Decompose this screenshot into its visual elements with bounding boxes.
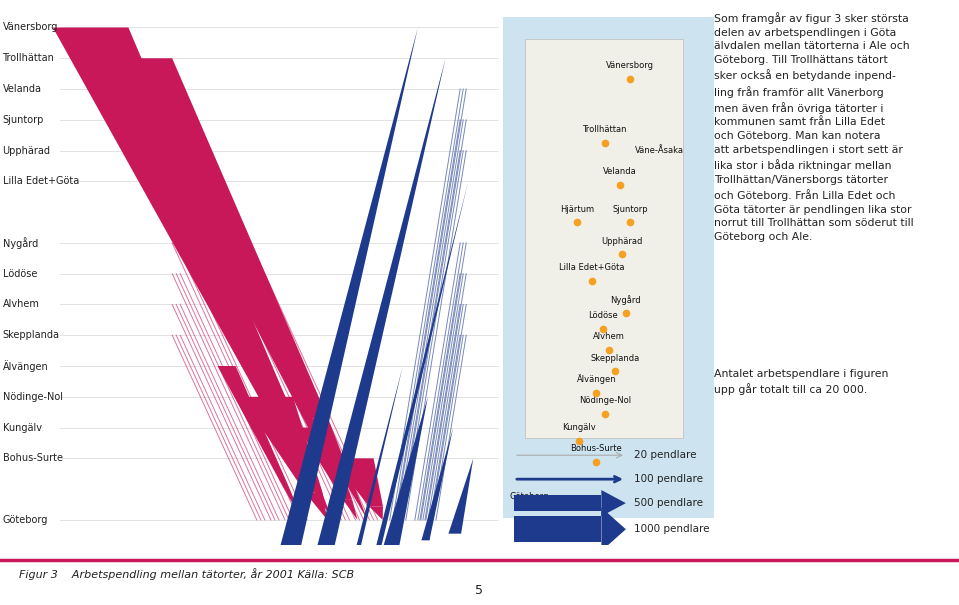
Polygon shape <box>449 459 474 534</box>
Polygon shape <box>514 516 601 542</box>
Polygon shape <box>180 182 324 445</box>
Text: Upphärad: Upphärad <box>601 237 643 246</box>
Text: Älvängen: Älvängen <box>576 374 616 384</box>
Polygon shape <box>514 495 601 511</box>
Text: 100 pendlare: 100 pendlare <box>634 474 703 484</box>
Text: Göteborg: Göteborg <box>509 492 549 501</box>
Text: Som framgår av figur 3 sker största
delen av arbetspendlingen i Göta
älvdalen me: Som framgår av figur 3 sker största dele… <box>714 12 914 242</box>
Text: Nygård: Nygård <box>611 295 642 304</box>
Polygon shape <box>317 445 358 520</box>
Text: Lödöse: Lödöse <box>588 311 618 320</box>
Polygon shape <box>369 506 383 520</box>
Text: Nygård: Nygård <box>3 237 37 249</box>
Text: 20 pendlare: 20 pendlare <box>634 450 697 460</box>
Text: Vänersborg: Vänersborg <box>3 22 58 33</box>
Text: Sjuntorp: Sjuntorp <box>3 115 44 125</box>
Text: Lilla Edet+Göta: Lilla Edet+Göta <box>3 177 79 186</box>
Text: Kungälv: Kungälv <box>563 423 596 432</box>
Polygon shape <box>449 520 461 534</box>
Polygon shape <box>384 520 399 547</box>
Polygon shape <box>355 520 365 554</box>
Polygon shape <box>259 520 297 605</box>
Polygon shape <box>363 182 468 594</box>
Polygon shape <box>308 418 367 520</box>
Polygon shape <box>601 508 626 551</box>
Polygon shape <box>267 411 333 520</box>
Polygon shape <box>297 58 446 605</box>
Polygon shape <box>259 27 418 605</box>
Text: Trollhättan: Trollhättan <box>3 53 55 64</box>
Text: Skepplanda: Skepplanda <box>591 354 640 362</box>
Text: 1000 pendlare: 1000 pendlare <box>634 525 710 534</box>
Text: Göteborg: Göteborg <box>3 515 48 525</box>
Text: Velanda: Velanda <box>3 84 41 94</box>
Polygon shape <box>241 397 322 493</box>
Polygon shape <box>363 520 386 594</box>
Text: Väne-Åsaka: Väne-Åsaka <box>635 146 684 155</box>
Text: Lödöse: Lödöse <box>3 269 36 279</box>
FancyBboxPatch shape <box>503 18 714 518</box>
Text: Bohus-Surte: Bohus-Surte <box>3 453 62 463</box>
Polygon shape <box>218 366 289 486</box>
Text: Vänersborg: Vänersborg <box>606 61 654 70</box>
Polygon shape <box>422 520 431 540</box>
Polygon shape <box>109 58 328 418</box>
FancyBboxPatch shape <box>525 39 683 438</box>
Polygon shape <box>422 428 454 540</box>
Text: Hjärtum: Hjärtum <box>560 204 595 214</box>
Polygon shape <box>331 459 383 506</box>
Text: Lilla Edet+Göta: Lilla Edet+Göta <box>559 263 625 272</box>
Text: Figur 3    Arbetspendling mellan tätorter, år 2001 Källa: SCB: Figur 3 Arbetspendling mellan tätorter, … <box>19 568 354 580</box>
Text: 500 pendlare: 500 pendlare <box>634 498 703 508</box>
Polygon shape <box>343 500 358 520</box>
Text: Älvängen: Älvängen <box>3 360 48 372</box>
Text: Nödinge-Nol: Nödinge-Nol <box>3 392 62 402</box>
Text: Trollhättan: Trollhättan <box>582 125 627 134</box>
Text: Nödinge-Nol: Nödinge-Nol <box>578 396 631 405</box>
Polygon shape <box>298 428 352 500</box>
Text: 5: 5 <box>476 584 483 597</box>
Polygon shape <box>283 486 302 520</box>
Text: Sjuntorp: Sjuntorp <box>612 204 648 214</box>
Text: Velanda: Velanda <box>602 168 637 176</box>
Polygon shape <box>601 490 626 516</box>
Text: Skepplanda: Skepplanda <box>3 330 59 340</box>
Text: Alvhem: Alvhem <box>3 299 39 310</box>
Polygon shape <box>53 27 292 411</box>
Polygon shape <box>355 366 403 554</box>
Text: Kungälv: Kungälv <box>3 422 41 433</box>
Text: Antalet arbetspendlare i figuren
upp går totalt till ca 20 000.: Antalet arbetspendlare i figuren upp går… <box>714 369 889 395</box>
Polygon shape <box>384 397 428 547</box>
Polygon shape <box>297 520 333 605</box>
Text: Bohus-Surte: Bohus-Surte <box>571 444 622 453</box>
Text: Upphärad: Upphärad <box>3 146 51 155</box>
Text: Alvhem: Alvhem <box>593 332 625 341</box>
Polygon shape <box>305 493 327 520</box>
